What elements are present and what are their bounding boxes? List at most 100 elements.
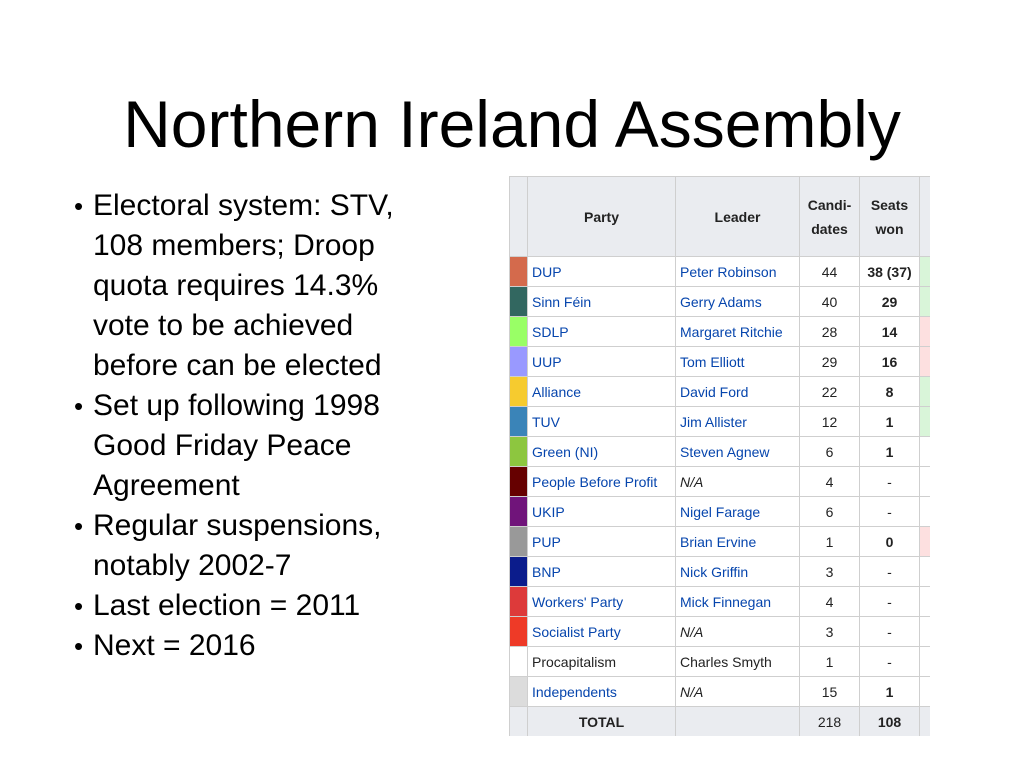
table-body: DUP Peter Robinson 44 38 (37) Sinn Féin Gerry… xyxy=(509,256,930,707)
seats-won: 14 xyxy=(859,316,920,347)
candidates-count: 12 xyxy=(799,406,860,437)
party-name-link[interactable]: PUP xyxy=(527,526,676,557)
party-name-link[interactable]: SDLP xyxy=(527,316,676,347)
total-extra-cell xyxy=(919,706,930,736)
leader-name-link: N/A xyxy=(675,676,800,707)
header-extra xyxy=(919,176,930,257)
party-name-link[interactable]: Green (NI) xyxy=(527,436,676,467)
party-name-link[interactable]: UKIP xyxy=(527,496,676,527)
header-party[interactable]: Party xyxy=(527,176,676,257)
total-seats: 108 xyxy=(859,706,920,736)
seats-won: 38 (37) xyxy=(859,256,920,287)
seats-won: 16 xyxy=(859,346,920,377)
party-name-link[interactable]: DUP xyxy=(527,256,676,287)
candidates-count: 1 xyxy=(799,646,860,677)
leader-name-link[interactable]: Nick Griffin xyxy=(675,556,800,587)
party-name-link[interactable]: UUP xyxy=(527,346,676,377)
seats-won: - xyxy=(859,496,920,527)
seats-won: - xyxy=(859,556,920,587)
party-name-link[interactable]: TUV xyxy=(527,406,676,437)
party-name-link[interactable]: Independents xyxy=(527,676,676,707)
candidates-count: 6 xyxy=(799,436,860,467)
party-name-link[interactable]: People Before Profit xyxy=(527,466,676,497)
total-leader-cell xyxy=(675,706,800,736)
leader-name-link: N/A xyxy=(675,466,800,497)
seat-change-indicator xyxy=(919,406,930,437)
seats-won: 0 xyxy=(859,526,920,557)
party-color-swatch xyxy=(509,316,528,347)
party-color-swatch xyxy=(509,346,528,377)
leader-name-link[interactable]: Nigel Farage xyxy=(675,496,800,527)
seats-won: 1 xyxy=(859,436,920,467)
party-color-swatch xyxy=(509,496,528,527)
header-candidates-line2: dates xyxy=(811,220,848,237)
party-color-swatch xyxy=(509,406,528,437)
party-color-swatch xyxy=(509,526,528,557)
seat-change-indicator xyxy=(919,346,930,377)
leader-name-link[interactable]: Tom Elliott xyxy=(675,346,800,377)
seats-won: 8 xyxy=(859,376,920,407)
party-color-swatch xyxy=(509,616,528,647)
leader-name-link[interactable]: Gerry Adams xyxy=(675,286,800,317)
header-leader[interactable]: Leader xyxy=(675,176,800,257)
candidates-count: 4 xyxy=(799,466,860,497)
table-header-row: Party Leader Candi- dates Seats won xyxy=(509,176,930,257)
header-seats[interactable]: Seats won xyxy=(859,176,920,257)
seats-won: 1 xyxy=(859,676,920,707)
table-row: Alliance David Ford 22 8 xyxy=(509,376,930,407)
table-row: Procapitalism Charles Smyth 1- xyxy=(509,646,930,677)
seat-change-indicator xyxy=(919,586,930,617)
header-candidates[interactable]: Candi- dates xyxy=(799,176,860,257)
bullet-suspensions: Regular suspensions, notably 2002-7 xyxy=(74,506,434,586)
party-color-swatch xyxy=(509,286,528,317)
bullet-next-election: Next = 2016 xyxy=(74,626,434,666)
table-row: People Before Profit N/A 4- xyxy=(509,466,930,497)
party-name-link[interactable]: Alliance xyxy=(527,376,676,407)
party-name-link[interactable]: Socialist Party xyxy=(527,616,676,647)
table-row: BNP Nick Griffin 3- xyxy=(509,556,930,587)
table-row: SDLP Margaret Ritchie 28 14 xyxy=(509,316,930,347)
seat-change-indicator xyxy=(919,256,930,287)
results-table: Party Leader Candi- dates Seats won DUP P… xyxy=(509,176,930,736)
candidates-count: 6 xyxy=(799,496,860,527)
leader-name-link[interactable]: Peter Robinson xyxy=(675,256,800,287)
leader-name-link[interactable]: Margaret Ritchie xyxy=(675,316,800,347)
slide-title: Northern Ireland Assembly xyxy=(123,87,901,161)
leader-name-link[interactable]: Steven Agnew xyxy=(675,436,800,467)
seat-change-indicator xyxy=(919,316,930,347)
seats-won: - xyxy=(859,586,920,617)
seat-change-indicator xyxy=(919,286,930,317)
candidates-count: 1 xyxy=(799,526,860,557)
leader-name-link[interactable]: Jim Allister xyxy=(675,406,800,437)
candidates-count: 22 xyxy=(799,376,860,407)
seats-won: - xyxy=(859,466,920,497)
party-color-swatch xyxy=(509,256,528,287)
leader-name-link[interactable]: Mick Finnegan xyxy=(675,586,800,617)
table-row: Green (NI) Steven Agnew 6 1 xyxy=(509,436,930,467)
total-candidates: 218 xyxy=(799,706,860,736)
leader-name-link[interactable]: Brian Ervine xyxy=(675,526,800,557)
header-seats-line1: Seats xyxy=(870,196,909,213)
leader-name-link: N/A xyxy=(675,616,800,647)
party-name-link[interactable]: Sinn Féin xyxy=(527,286,676,317)
seats-won: - xyxy=(859,616,920,647)
seats-won: 1 xyxy=(859,406,920,437)
party-color-swatch xyxy=(509,436,528,467)
leader-name-link[interactable]: David Ford xyxy=(675,376,800,407)
table-row: DUP Peter Robinson 44 38 (37) xyxy=(509,256,930,287)
table-row: Workers' Party Mick Finnegan 4- xyxy=(509,586,930,617)
candidates-count: 40 xyxy=(799,286,860,317)
seat-change-indicator xyxy=(919,496,930,527)
party-name-link[interactable]: BNP xyxy=(527,556,676,587)
table-total-row: TOTAL 218 108 xyxy=(509,706,930,736)
seat-change-indicator xyxy=(919,556,930,587)
seat-change-indicator xyxy=(919,616,930,647)
seat-change-indicator xyxy=(919,436,930,467)
total-label: TOTAL xyxy=(527,706,676,736)
bullet-last-election: Last election = 2011 xyxy=(74,586,434,626)
bullet-list: Electoral system: STV, 108 members; Droo… xyxy=(74,186,434,666)
party-name-link[interactable]: Workers' Party xyxy=(527,586,676,617)
seats-won: - xyxy=(859,646,920,677)
candidates-count: 3 xyxy=(799,616,860,647)
table-row: PUP Brian Ervine 1 0 xyxy=(509,526,930,557)
